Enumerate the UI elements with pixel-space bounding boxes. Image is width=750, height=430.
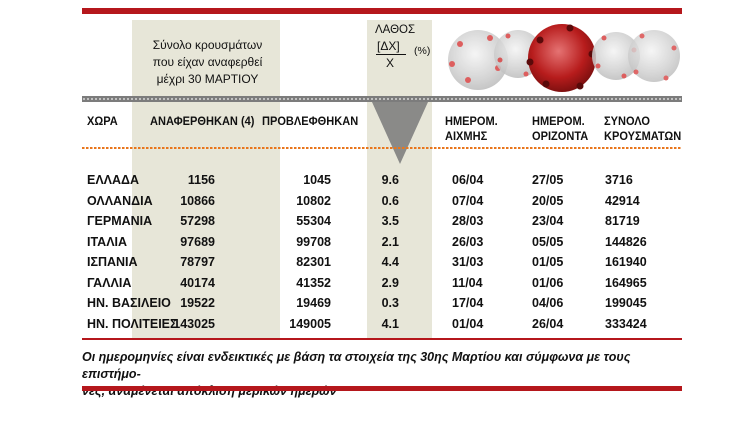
table-row: ΓΑΛΛΙΑ 40174 41352 2.9 11/04 01/06 164965 [0,273,750,293]
cell-country: ΗΝ. ΠΟΛΙΤΕΙΕΣ [87,316,178,331]
virus-illustration [440,14,682,100]
cell-peak-date: 28/03 [452,214,484,228]
table-row: ΗΝ. ΒΑΣΙΛΕΙΟ 19522 19469 0.3 17/04 04/06 19904… [0,293,750,313]
cell-error: 0.3 [381,296,399,310]
cell-predicted: 149005 [289,316,331,331]
cell-total-cases: 144826 [605,234,647,249]
cell-error: 9.6 [381,173,399,187]
cell-error: 4.4 [381,255,399,269]
cell-country: ΓΕΡΜΑΝΙΑ [87,214,153,228]
footnote: Οι ημερομηνίες είναι ενδεικτικές με βάση… [82,350,631,398]
cell-horizon-date: 26/04 [532,316,564,331]
cell-horizon-date: 01/05 [532,255,564,269]
cell-reported: 40174 [180,275,215,290]
cell-error: 4.1 [381,316,399,331]
cell-predicted: 1045 [303,173,331,187]
cell-error: 0.6 [381,193,399,208]
error-panel [367,20,432,338]
cell-reported: 78797 [180,255,215,269]
cell-country: ΙΣΠΑΝΙΑ [87,255,138,269]
cell-horizon-date: 23/04 [532,214,564,228]
error-numerator: [ΔΧ] [377,39,400,53]
table-row: ΙΣΠΑΝΙΑ 78797 82301 4.4 31/03 01/05 161940 [0,252,750,272]
table-row: ΙΤΑΛΙΑ 97689 99708 2.1 26/03 05/05 144826 [0,232,750,252]
reported-panel [132,20,280,338]
error-fraction-bar [376,54,406,55]
table-bottom-rule [82,338,682,340]
column-header-predicted: ΠΡΟΒΛΕΦΘΗΚΑΝ [262,114,359,128]
cell-horizon-date: 01/06 [532,275,564,290]
cell-peak-date: 11/04 [452,275,483,290]
cell-peak-date: 07/04 [452,193,484,208]
error-title: ΛΑΘΟΣ [375,24,416,36]
column-header-peak-date: ΗΜΕΡΟΜ. ΑΙΧΜΗΣ [445,114,498,143]
cell-country: ΟΛΛΑΝΔΙΑ [87,193,153,208]
cell-predicted: 82301 [296,255,331,269]
table-row: ΗΝ. ΠΟΛΙΤΕΙΕΣ 143025 149005 4.1 01/04 26/04 33… [0,314,750,334]
cell-total-cases: 161940 [605,255,647,269]
header-divider-dots [82,98,682,100]
top-rule [82,8,682,14]
table-row: ΓΕΡΜΑΝΙΑ 57298 55304 3.5 28/03 23/04 81719 [0,211,750,231]
error-denominator: Χ [386,56,395,70]
cell-peak-date: 26/03 [452,234,484,249]
cell-reported: 57298 [180,214,215,228]
cell-reported: 10866 [180,193,215,208]
cell-country: ΗΝ. ΒΑΣΙΛΕΙΟ [87,296,171,310]
cell-horizon-date: 04/06 [532,296,564,310]
cell-reported: 1156 [187,173,215,187]
column-header-horizon-date: ΗΜΕΡΟΜ. ΟΡΙΖΟΝΤΑ [532,114,589,143]
column-header-country: ΧΩΡΑ [87,114,118,128]
cell-reported: 97689 [180,234,215,249]
error-unit: (%) [414,45,431,57]
virus-icon [526,24,596,92]
cell-horizon-date: 27/05 [532,173,564,187]
cell-horizon-date: 05/05 [532,234,564,249]
cell-total-cases: 81719 [605,214,640,228]
orange-divider [82,147,682,149]
cell-predicted: 99708 [296,234,331,249]
cell-peak-date: 06/04 [452,173,484,187]
column-header-reported: ΑΝΑΦΕΡΘΗΚΑΝ (4) [150,114,255,128]
cell-error: 3.5 [381,214,399,228]
virus-icon [448,30,508,90]
cell-country: ΙΤΑΛΙΑ [87,234,128,249]
cell-error: 2.1 [381,234,399,249]
cell-horizon-date: 20/05 [532,193,564,208]
cell-error: 2.9 [381,275,399,290]
cell-country: ΕΛΛΑΔΑ [87,173,140,187]
cell-reported: 143025 [173,316,215,331]
cell-peak-date: 01/04 [452,316,484,331]
cell-total-cases: 3716 [605,173,633,187]
cell-peak-date: 17/04 [452,296,484,310]
table-row: ΟΛΛΑΝΔΙΑ 10866 10802 0.6 07/04 20/05 42914 [0,191,750,211]
cell-predicted: 10802 [296,193,331,208]
total-cases-caption: Σύνολο κρουσμάτων που είχαν αναφερθεί μέ… [152,38,263,86]
error-arrow [372,102,428,164]
cell-predicted: 19469 [296,296,331,310]
cell-total-cases: 42914 [605,193,640,208]
column-header-total-cases: ΣΥΝΟΛΟ ΚΡΟΥΣΜΑΤΩΝ [604,114,682,143]
bottom-rule [82,386,682,391]
cell-peak-date: 31/03 [452,255,484,269]
cell-predicted: 55304 [296,214,331,228]
cell-total-cases: 199045 [605,296,647,310]
cell-reported: 19522 [180,296,215,310]
virus-icon [592,32,640,80]
cell-total-cases: 164965 [605,275,647,290]
virus-icon [628,30,680,82]
cell-predicted: 41352 [296,275,331,290]
cell-country: ΓΑΛΛΙΑ [87,275,132,290]
cell-total-cases: 333424 [605,316,647,331]
table-row: ΕΛΛΑΔΑ 1156 1045 9.6 06/04 27/05 3716 [0,170,750,190]
